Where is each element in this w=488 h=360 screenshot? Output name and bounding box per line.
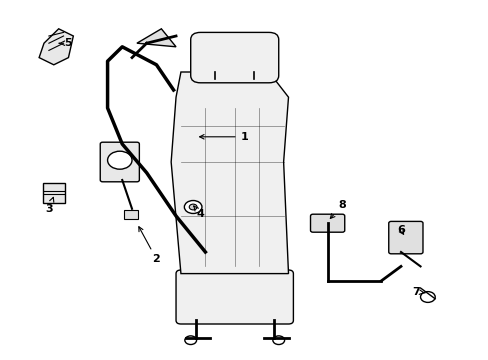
Text: 7: 7 <box>411 287 424 297</box>
Text: 5: 5 <box>59 38 72 48</box>
FancyBboxPatch shape <box>42 183 65 203</box>
Text: 6: 6 <box>396 225 404 235</box>
FancyBboxPatch shape <box>100 142 139 182</box>
FancyBboxPatch shape <box>388 221 422 254</box>
Polygon shape <box>39 29 73 65</box>
FancyBboxPatch shape <box>190 32 278 83</box>
Text: 1: 1 <box>199 132 248 142</box>
Circle shape <box>272 336 284 345</box>
Polygon shape <box>171 72 288 274</box>
Text: 2: 2 <box>139 227 160 264</box>
Circle shape <box>189 204 197 210</box>
Circle shape <box>184 201 202 213</box>
Circle shape <box>184 336 196 345</box>
Polygon shape <box>137 29 176 47</box>
Circle shape <box>420 292 434 302</box>
FancyBboxPatch shape <box>123 210 138 219</box>
Text: 4: 4 <box>193 206 204 219</box>
Text: 8: 8 <box>330 200 346 219</box>
Text: 3: 3 <box>45 197 54 214</box>
FancyBboxPatch shape <box>176 270 293 324</box>
FancyBboxPatch shape <box>310 214 344 232</box>
Circle shape <box>107 151 132 169</box>
